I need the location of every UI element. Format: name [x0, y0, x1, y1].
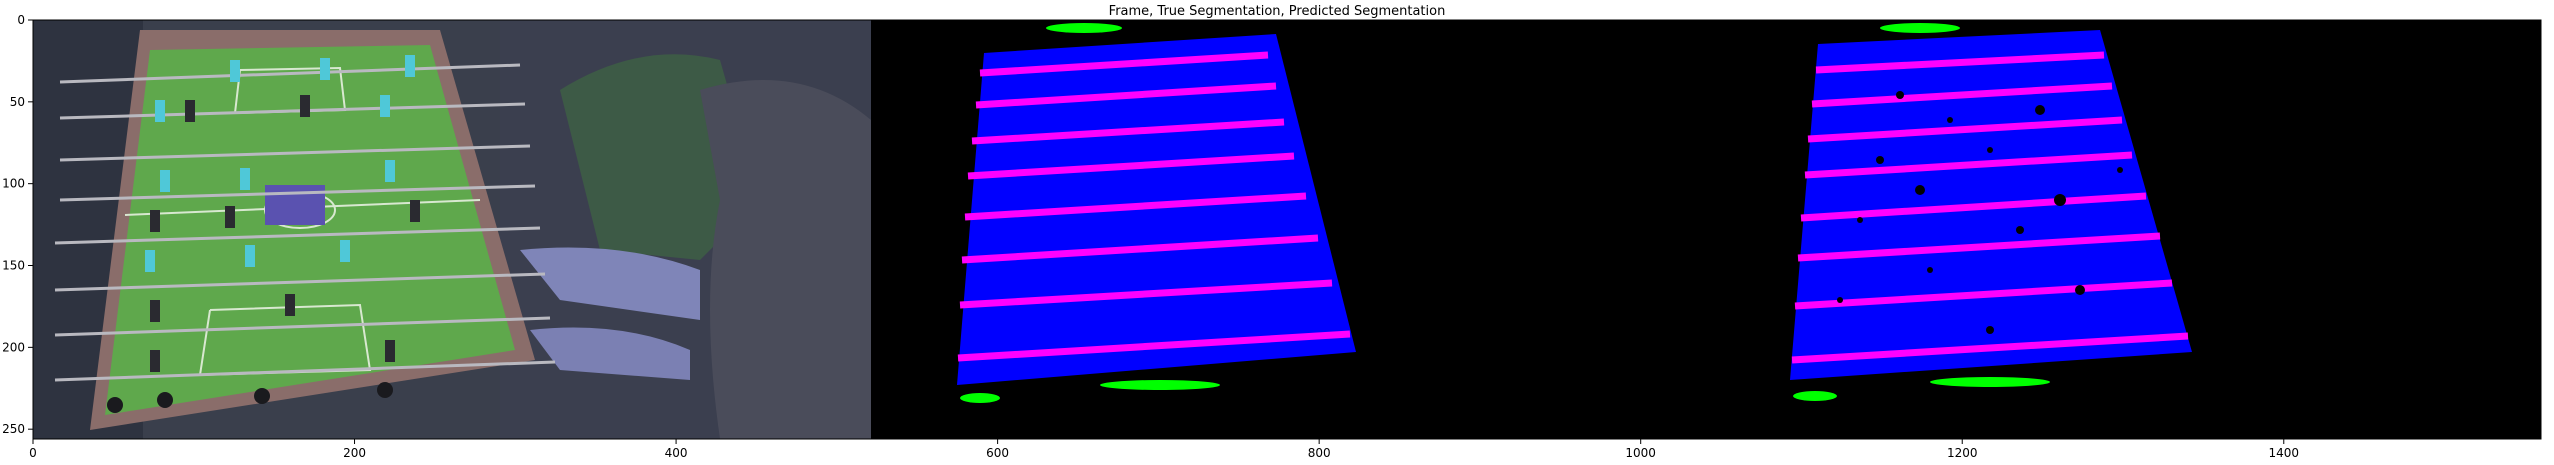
x-axis-ticks: 0 200 400 600 800 1000 1200 1400: [29, 439, 2299, 460]
x-tick-label: 600: [986, 446, 1009, 460]
y-tick-label: 200: [2, 340, 25, 354]
true-segmentation-panel: [871, 20, 1706, 439]
y-tick-label: 50: [10, 95, 25, 109]
y-axis-ticks: 0 50 100 150 200 250: [2, 13, 33, 436]
figure-title: Frame, True Segmentation, Predicted Segm…: [1108, 4, 1446, 19]
predicted-segmentation-panel: [1706, 20, 2541, 439]
person-arm: [520, 247, 700, 320]
y-tick-label: 150: [2, 259, 25, 273]
x-tick-label: 200: [343, 446, 366, 460]
frame-panel: [33, 20, 871, 439]
y-tick-label: 250: [2, 422, 25, 436]
x-tick-label: 0: [29, 446, 37, 460]
person-right: [700, 80, 871, 439]
x-tick-label: 1000: [1625, 446, 1656, 460]
y-tick-label: 100: [2, 177, 25, 191]
x-tick-label: 400: [665, 446, 688, 460]
axes-frame: [32, 19, 2542, 440]
x-tick-label: 1400: [2268, 446, 2299, 460]
x-tick-label: 1200: [1947, 446, 1978, 460]
y-tick-label: 0: [17, 13, 25, 27]
x-tick-label: 800: [1308, 446, 1331, 460]
